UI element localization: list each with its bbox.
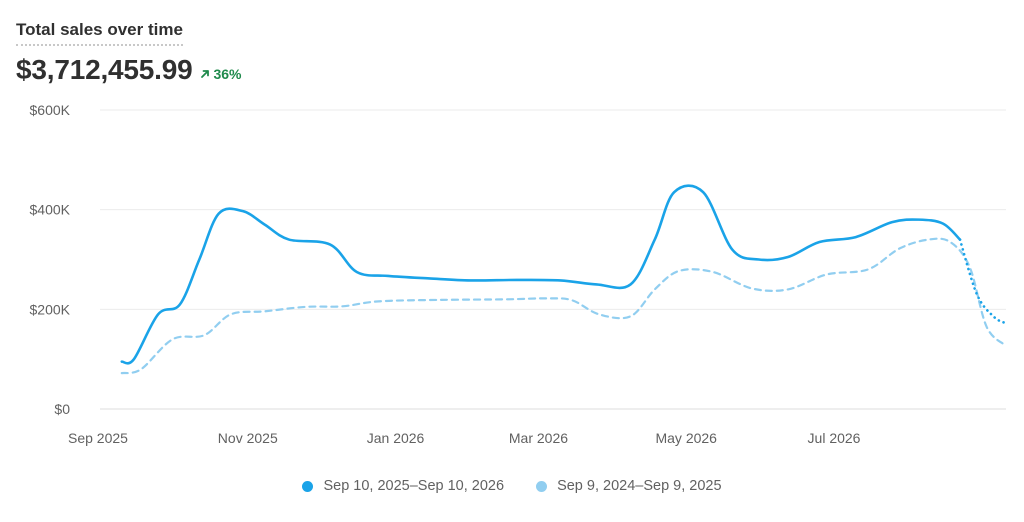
previous-series-dot [536, 480, 548, 492]
x-tick-label: Nov 2025 [218, 430, 278, 446]
x-tick-label: Jan 2026 [367, 430, 425, 446]
legend-item-current[interactable]: Sep 10, 2025–Sep 10, 2026 [302, 478, 504, 494]
legend-item-previous[interactable]: Sep 9, 2024–Sep 9, 2025 [536, 478, 722, 494]
series-lines[interactable] [120, 184, 1008, 375]
legend-label-current: Sep 10, 2025–Sep 10, 2026 [323, 478, 505, 494]
y-tick-label: $400K [30, 202, 71, 218]
grid-lines [100, 109, 1006, 410]
x-axis-ticks: Sep 2025 Nov 2025 Jan 2026 Mar 2026 May 2026… [68, 430, 861, 446]
chart-title[interactable]: Total sales over time [16, 20, 183, 46]
chart-legend: Sep 10, 2025–Sep 10, 2026 Sep 9, 2024–Se… [0, 478, 1024, 494]
legend-label-previous: Sep 9, 2024–Sep 9, 2025 [557, 478, 722, 494]
total-summary: $3,712,455.99 36% [16, 54, 242, 86]
previous-series-line[interactable] [120, 237, 1008, 375]
change-percent: 36% [213, 66, 242, 82]
x-tick-label: Mar 2026 [509, 430, 568, 446]
current-series-dot [302, 480, 314, 492]
y-axis-ticks: $0 $200K $400K $600K [30, 102, 71, 417]
current-series-projection[interactable] [958, 238, 1008, 325]
sales-line-chart: $0 $200K $400K $600K Sep 2025 Nov 2025 Jan 20… [30, 102, 1008, 446]
y-tick-label: $0 [54, 401, 70, 417]
change-badge: 36% [200, 66, 242, 82]
x-tick-label: May 2026 [655, 430, 717, 446]
current-series-line[interactable] [120, 184, 962, 365]
arrow-up-right-icon [201, 70, 210, 78]
total-sales-value: $3,712,455.99 [16, 54, 193, 85]
x-tick-label: Sep 2025 [68, 430, 128, 446]
x-tick-label: Jul 2026 [808, 430, 861, 446]
y-tick-label: $600K [30, 102, 71, 118]
y-tick-label: $200K [30, 301, 71, 317]
